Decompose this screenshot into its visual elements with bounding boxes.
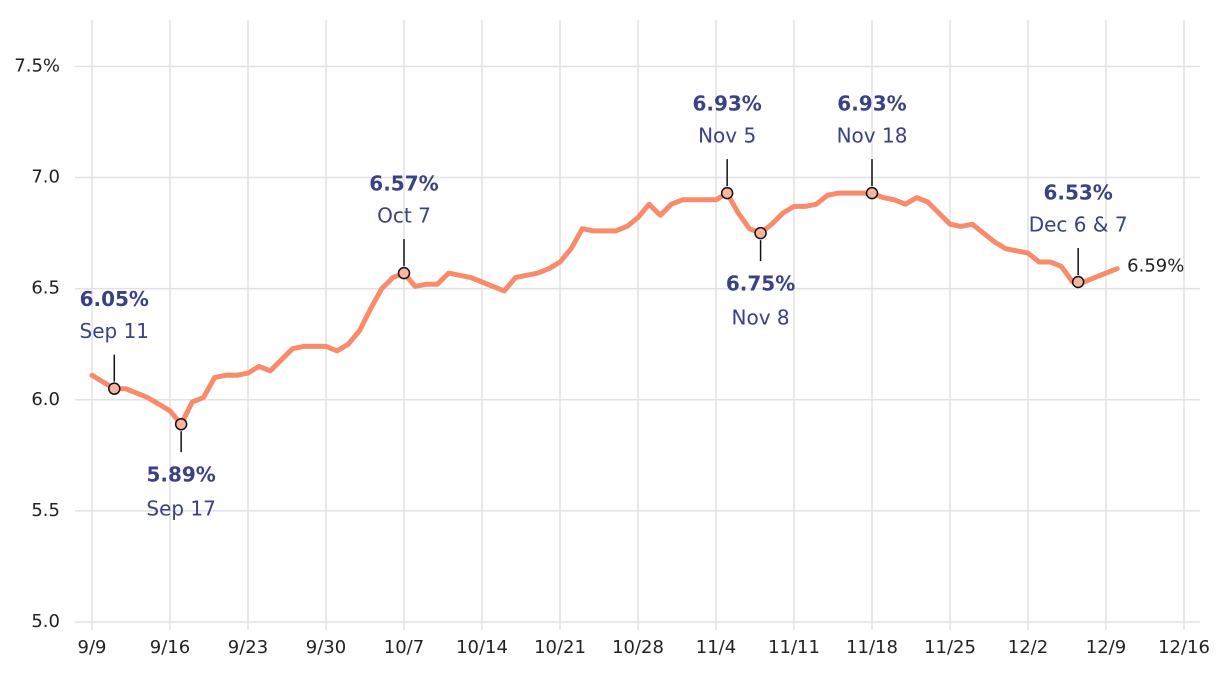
y-tick-label: 6.0 (31, 389, 60, 410)
annotation-marker (174, 417, 188, 431)
x-tick-label: 10/21 (534, 637, 586, 658)
x-tick-label: 9/23 (228, 637, 268, 658)
x-tick-label: 10/14 (456, 637, 508, 658)
x-tick-label: 11/25 (924, 637, 976, 658)
annotation-label: Dec 6 & 7 (1029, 213, 1128, 237)
annotation-marker (1071, 275, 1085, 289)
x-tick-label: 9/30 (306, 637, 346, 658)
annotation-label: Nov 18 (837, 124, 908, 148)
x-tick-label: 11/11 (768, 637, 820, 658)
annotation-label: Nov 5 (698, 124, 756, 148)
y-tick-label: 5.0 (31, 611, 60, 632)
annotation-label: Oct 7 (377, 204, 431, 228)
y-tick-label: 7.0 (31, 167, 60, 188)
annotation-label: Nov 8 (732, 306, 790, 330)
annotation-value: 6.75% (726, 272, 795, 296)
y-tick-label: 6.5 (31, 278, 60, 299)
end-label: 6.59% (1127, 256, 1184, 277)
x-tick-label: 10/28 (612, 637, 664, 658)
x-tick-label: 12/9 (1086, 637, 1126, 658)
annotation-marker (397, 266, 411, 280)
x-tick-label: 9/9 (78, 637, 107, 658)
y-tick-label: 5.5 (31, 500, 60, 521)
annotation-value: 5.89% (146, 463, 215, 487)
annotation-marker (108, 382, 121, 395)
annotation-marker (720, 186, 734, 200)
annotation-label: Sep 17 (146, 497, 216, 521)
x-tick-label: 12/16 (1158, 637, 1210, 658)
x-tick-label: 10/7 (384, 637, 424, 658)
annotation-value: 6.05% (80, 287, 149, 311)
annotation-value: 6.53% (1043, 181, 1112, 205)
annotation-marker (754, 226, 767, 240)
annotation-value: 6.93% (837, 92, 906, 116)
x-tick-label: 11/18 (846, 637, 898, 658)
x-tick-label: 12/2 (1008, 637, 1048, 658)
annotation-marker (865, 186, 879, 200)
line (89, 190, 1120, 427)
y-tick-label: 7.5% (14, 55, 60, 76)
annotation-label: Sep 11 (80, 319, 150, 343)
x-tick-label: 9/16 (150, 637, 190, 658)
annotation-value: 6.93% (692, 92, 761, 116)
x-tick-label: 11/4 (696, 637, 736, 658)
annotation-value: 6.57% (369, 172, 438, 196)
